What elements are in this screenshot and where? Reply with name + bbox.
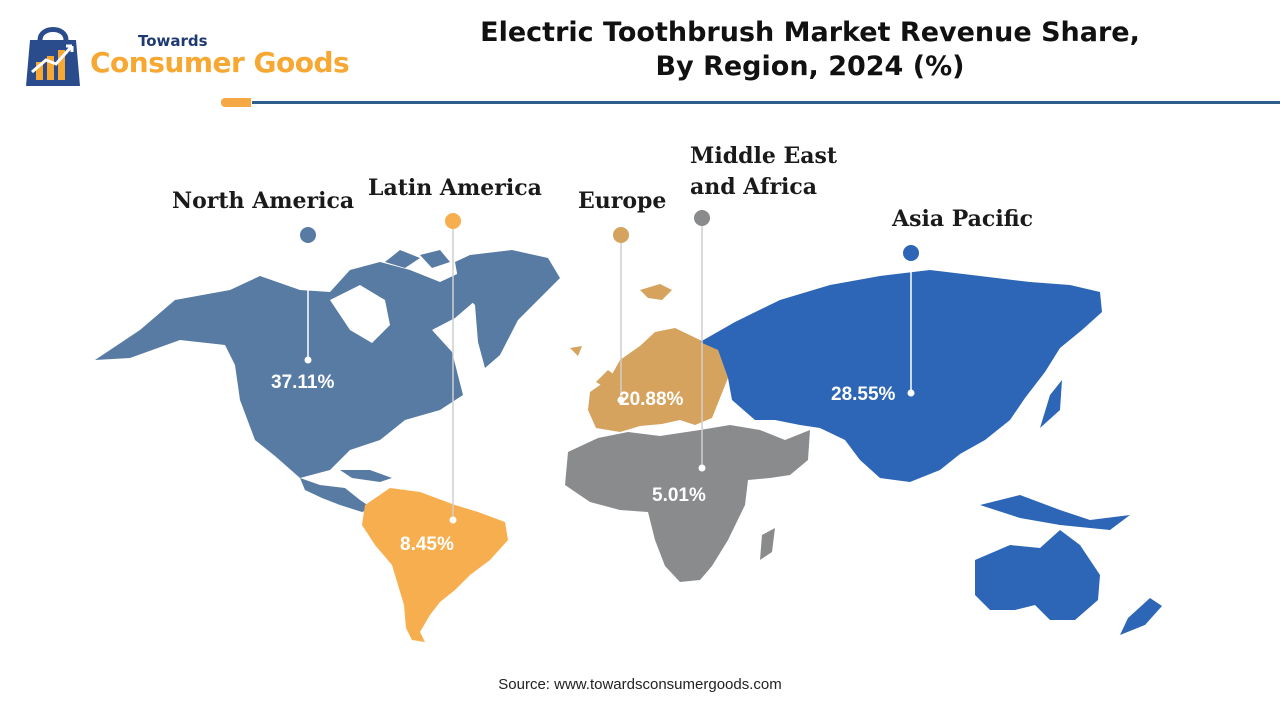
pin-dot-asia-pacific [903, 245, 919, 261]
chart-title-line-2: By Region, 2024 (%) [655, 51, 965, 82]
header-rule [252, 101, 1280, 104]
pin-dot-latin-america [445, 213, 461, 229]
pin-north-america [300, 227, 316, 364]
region-north-america [95, 250, 560, 512]
shopping-bag-icon [26, 27, 80, 86]
header-accent-tab [221, 98, 251, 107]
value-europe: 20.88% [619, 389, 684, 410]
value-middle-east-africa: 5.01% [652, 485, 706, 506]
region-latin-america [362, 488, 508, 642]
pin-europe [613, 227, 629, 404]
pin-latin-america [445, 213, 461, 524]
brand-logo: Towards Consumer Goods [18, 14, 378, 90]
pin-middle-east-africa [694, 210, 710, 472]
brand-name-large: Consumer Goods [90, 46, 350, 79]
value-asia-pacific: 28.55% [831, 384, 896, 405]
pin-dot-middle-east-africa [694, 210, 710, 226]
label-europe: Europe [578, 188, 667, 214]
pin-asia-pacific [903, 245, 919, 397]
label-asia-pacific: Asia Pacific [892, 206, 1034, 232]
pin-end-europe [617, 396, 625, 404]
chart-title-line-1: Electric Toothbrush Market Revenue Share… [480, 17, 1140, 48]
source-note: Source: www.towardsconsumergoods.com [498, 676, 782, 693]
region-middle-east-africa [565, 425, 810, 582]
pin-end-latin-america [449, 516, 457, 524]
region-asia-pacific [700, 270, 1162, 635]
label-middle-east-africa-line-1: Middle East [690, 143, 838, 169]
label-north-america: North America [172, 188, 355, 214]
value-latin-america: 8.45% [400, 534, 454, 555]
pin-end-middle-east-africa [698, 464, 706, 472]
pin-end-asia-pacific [907, 389, 915, 397]
pin-dot-north-america [300, 227, 316, 243]
pin-dot-europe [613, 227, 629, 243]
chart-title: Electric Toothbrush Market Revenue Share… [440, 16, 1180, 84]
pin-end-north-america [304, 356, 312, 364]
value-north-america: 37.11% [271, 372, 335, 393]
label-latin-america: Latin America [368, 175, 542, 201]
label-middle-east-africa-line-2: and Africa [690, 174, 818, 200]
brand-name-small: Towards [138, 32, 208, 50]
region-europe [570, 284, 728, 432]
